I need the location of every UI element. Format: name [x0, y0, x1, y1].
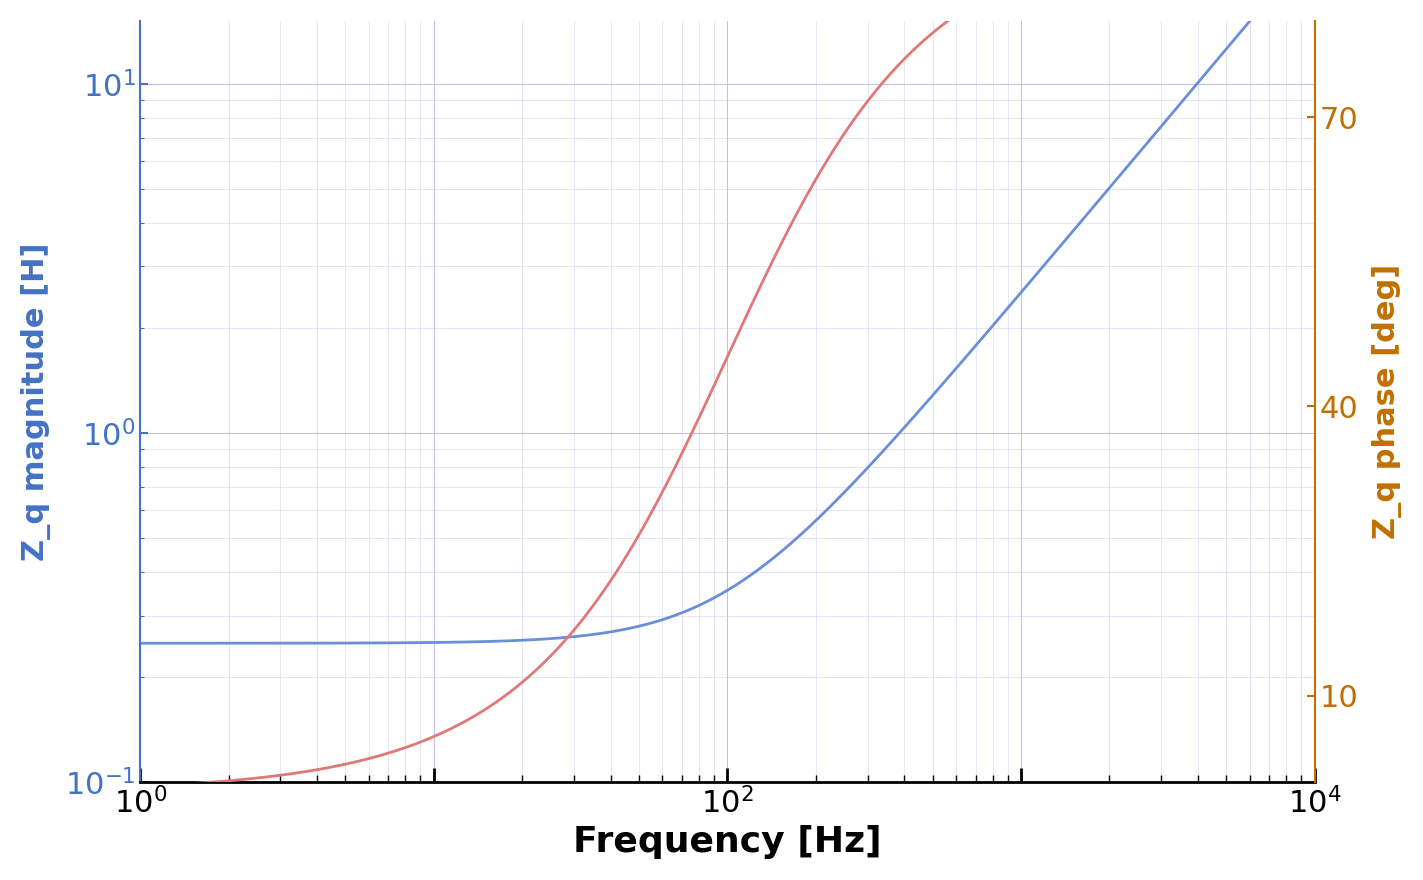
Y-axis label: Z_q magnitude [H]: Z_q magnitude [H]	[21, 242, 51, 561]
X-axis label: Frequency [Hz]: Frequency [Hz]	[573, 825, 882, 859]
Y-axis label: Z_q phase [deg]: Z_q phase [deg]	[1372, 264, 1402, 539]
